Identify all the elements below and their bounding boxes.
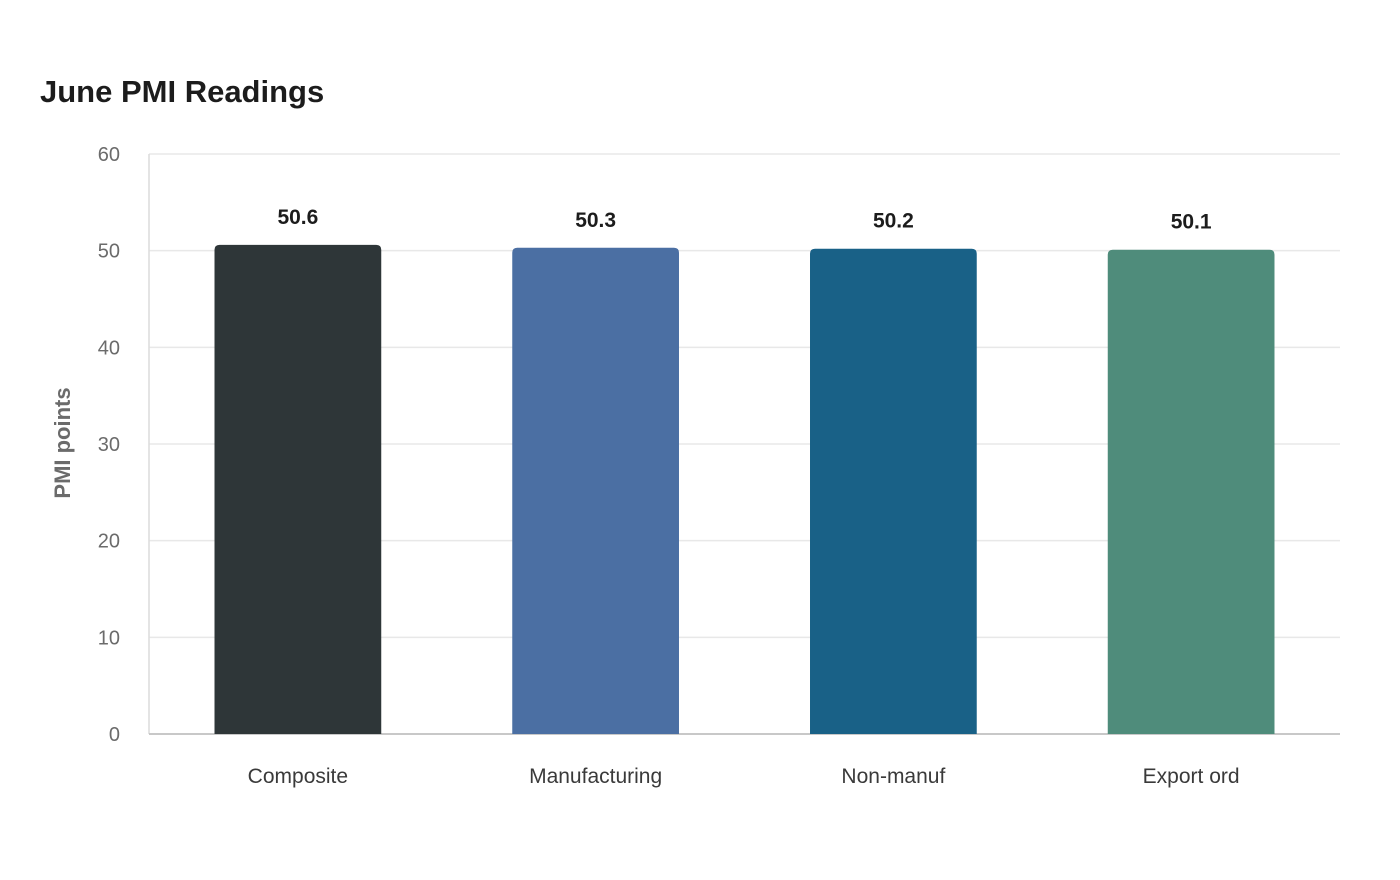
y-tick-label: 40 (98, 337, 120, 359)
y-axis-label: PMI points (50, 387, 75, 498)
x-tick-label: Manufacturing (529, 765, 662, 788)
y-tick-label: 10 (98, 627, 120, 649)
data-label: 50.6 (277, 206, 318, 229)
y-tick-label: 30 (98, 434, 120, 456)
bars (214, 244, 1275, 734)
bar-composite (214, 244, 382, 734)
data-label: 50.1 (1171, 211, 1212, 234)
y-tick-label: 50 (98, 241, 120, 263)
x-tick-label: Export ord (1143, 765, 1240, 788)
y-tick-label: 0 (109, 724, 120, 746)
x-tick-label: Composite (248, 765, 348, 788)
data-label: 50.2 (873, 210, 914, 233)
data-label: 50.3 (575, 209, 616, 232)
y-tick-label: 60 (98, 144, 120, 166)
bar-export-ord (1107, 249, 1275, 734)
labels: 0 10 20 30 40 50 60 50.6 Composite 50.3 Manufactur… (98, 144, 1240, 788)
bar-non-manuf (810, 248, 977, 734)
bar-manufacturing (512, 247, 679, 734)
x-tick-label: Non-manuf (841, 765, 945, 788)
y-tick-label: 20 (98, 531, 120, 553)
chart-title: June PMI Readings (40, 74, 325, 109)
